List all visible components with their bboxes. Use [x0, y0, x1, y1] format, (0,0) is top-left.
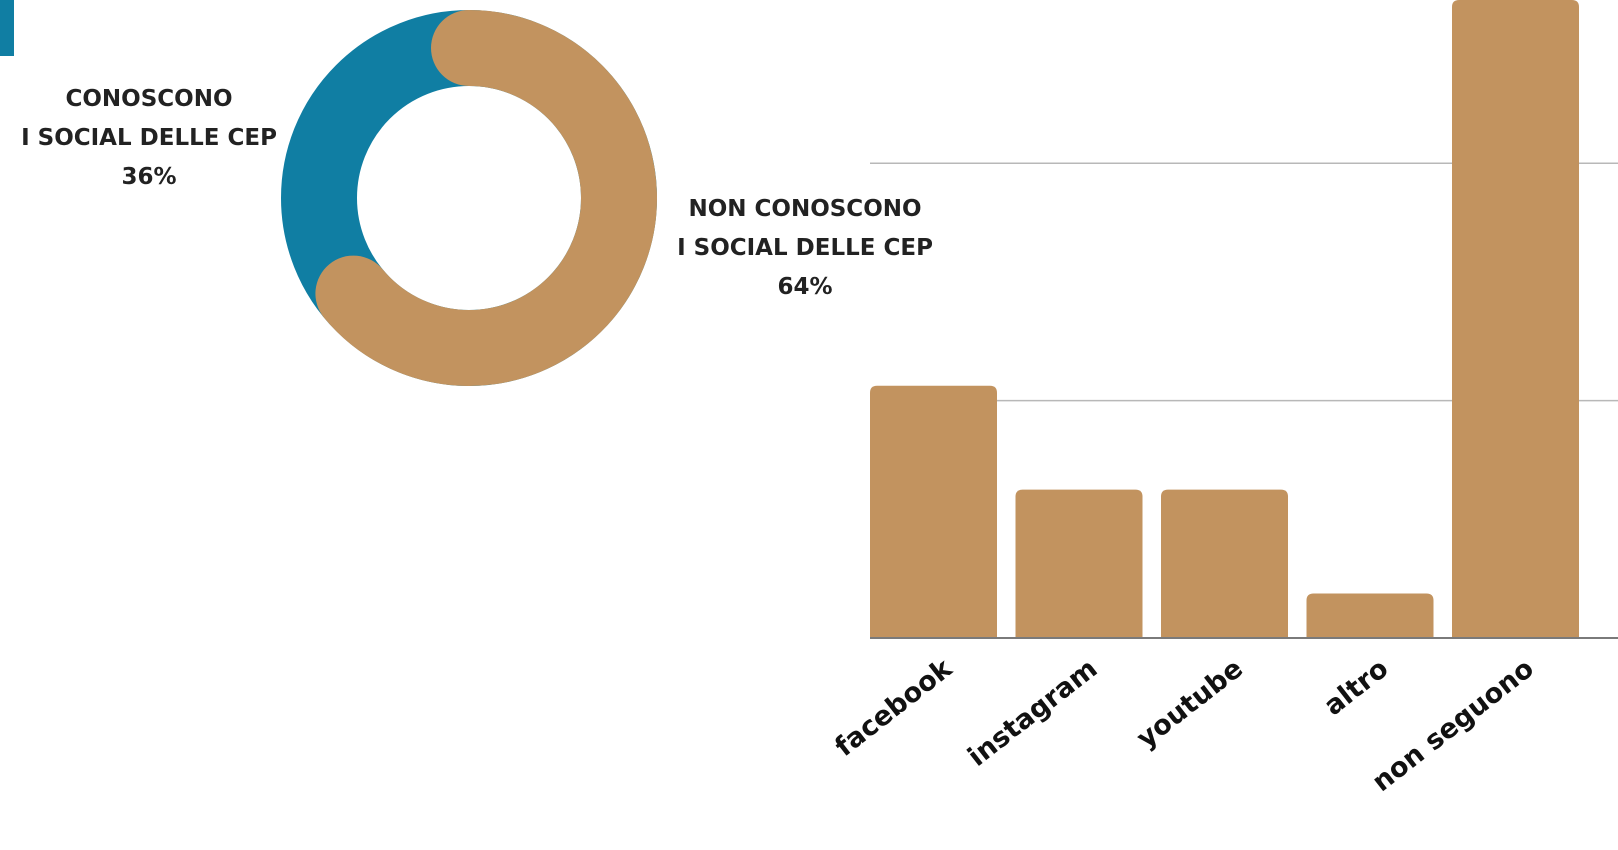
donut-label-known-line1: CONOSCONO — [65, 86, 233, 112]
donut-label-known-line2: I SOCIAL DELLE CEP — [21, 125, 277, 151]
bar-instagram — [1015, 489, 1143, 638]
bar-youtube — [1161, 489, 1288, 638]
donut-label-unknown: NON CONOSCONO I SOCIAL DELLE CEP 64% — [660, 190, 950, 307]
donut-label-unknown-line1: NON CONOSCONO — [688, 196, 922, 222]
bar-non-seguono — [1452, 0, 1579, 638]
tick-label-instagram: instagram — [962, 653, 1103, 773]
donut-label-known-pct: 36% — [121, 164, 177, 190]
donut-label-known: CONOSCONO I SOCIAL DELLE CEP 36% — [4, 80, 294, 197]
tick-label-youtube: youtube — [1131, 653, 1249, 754]
bar-altro — [1306, 593, 1434, 638]
tick-label-facebook: facebook — [829, 652, 958, 762]
tick-label-non-seguono: non seguono — [1367, 653, 1540, 798]
donut-label-unknown-pct: 64% — [777, 274, 833, 300]
donut-slice-unknown — [315, 10, 657, 386]
tick-label-altro: altro — [1318, 653, 1394, 722]
bar-facebook — [870, 385, 997, 638]
accent-bar — [0, 0, 14, 56]
donut-label-unknown-line2: I SOCIAL DELLE CEP — [677, 235, 933, 261]
